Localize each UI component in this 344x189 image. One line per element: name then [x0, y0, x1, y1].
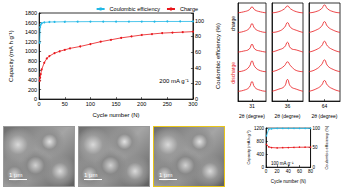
svg-text:36: 36 [285, 103, 291, 109]
svg-text:1200: 1200 [25, 39, 37, 45]
svg-text:100: 100 [195, 18, 204, 24]
svg-text:60: 60 [297, 169, 303, 174]
svg-text:0: 0 [38, 101, 41, 107]
html-text:1 μm: 1 μm [159, 172, 173, 178]
svg-text:Cycle number (N): Cycle number (N) [93, 112, 140, 118]
svg-text:400: 400 [28, 77, 37, 83]
svg-text:1200: 1200 [254, 126, 265, 131]
svg-text:50: 50 [313, 145, 319, 150]
svg-text:1000: 1000 [25, 48, 37, 54]
svg-text:800: 800 [28, 58, 37, 64]
svg-text:Coulombic efficiency (%): Coulombic efficiency (%) [215, 23, 221, 89]
svg-text:250: 250 [163, 101, 172, 107]
svg-text:300: 300 [188, 101, 197, 107]
svg-text:Capacity (mA h g⁻¹): Capacity (mA h g⁻¹) [246, 130, 251, 165]
html-text:1 μm: 1 μm [9, 172, 23, 178]
svg-text:1600: 1600 [25, 20, 37, 26]
svg-text:400: 400 [256, 152, 264, 157]
svg-text:2θ (degree): 2θ (degree) [312, 113, 338, 119]
svg-text:Capacity (mA h g⁻¹): Capacity (mA h g⁻¹) [8, 30, 14, 82]
svg-text:200 mA g⁻¹: 200 mA g⁻¹ [159, 78, 188, 84]
svg-text:100: 100 [86, 101, 95, 107]
svg-text:20: 20 [275, 169, 281, 174]
svg-text:20: 20 [195, 80, 201, 86]
svg-text:Charge: Charge [180, 6, 198, 12]
svg-text:2θ (degree): 2θ (degree) [275, 113, 301, 119]
svg-text:150: 150 [111, 101, 120, 107]
svg-text:0: 0 [261, 164, 264, 170]
svg-text:60: 60 [195, 49, 201, 55]
svg-text:100 mA g⁻¹: 100 mA g⁻¹ [271, 161, 294, 166]
svg-text:200: 200 [28, 87, 37, 93]
svg-text:100: 100 [313, 126, 321, 131]
svg-text:0: 0 [194, 96, 198, 103]
svg-text:2θ (degree): 2θ (degree) [239, 113, 265, 119]
svg-text:0: 0 [312, 164, 316, 170]
svg-text:80: 80 [308, 169, 314, 174]
html-text:1 μm: 1 μm [84, 172, 98, 178]
svg-text:40: 40 [195, 65, 201, 71]
svg-text:31: 31 [249, 103, 255, 109]
svg-text:1400: 1400 [25, 29, 37, 35]
svg-text:0: 0 [265, 169, 268, 174]
svg-text:0: 0 [34, 96, 38, 103]
svg-text:200: 200 [137, 101, 146, 107]
svg-text:Coulombic efficiency: Coulombic efficiency [110, 6, 161, 12]
svg-text:Coulombic efficiency (%): Coulombic efficiency (%) [324, 125, 329, 170]
svg-text:1800: 1800 [25, 10, 37, 16]
svg-text:discharge: discharge [230, 62, 236, 84]
svg-text:charge: charge [230, 16, 236, 32]
svg-text:50: 50 [62, 101, 68, 107]
svg-text:Cycle number (N): Cycle number (N) [271, 179, 307, 184]
svg-text:80: 80 [195, 33, 201, 39]
svg-text:800: 800 [256, 139, 264, 144]
svg-text:600: 600 [28, 67, 37, 73]
svg-text:40: 40 [286, 169, 292, 174]
svg-text:64: 64 [322, 103, 328, 109]
